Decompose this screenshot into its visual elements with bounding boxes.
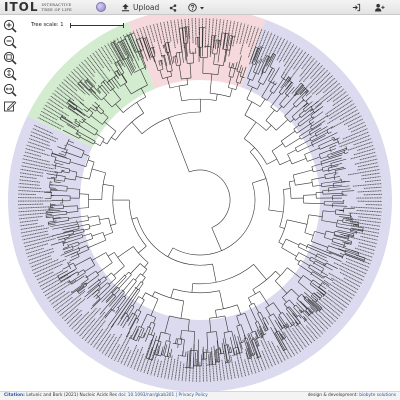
rotate-icon: [3, 67, 17, 81]
tree-scale-label: Tree scale: 1: [31, 22, 64, 28]
clade-range-pink[interactable]: [128, 7, 266, 89]
add-user-icon: [375, 3, 385, 12]
logo-text: ITOL: [4, 0, 39, 14]
edit-icon: [4, 100, 17, 112]
edit-mode-button[interactable]: [3, 98, 17, 112]
itol-logo[interactable]: ITOL INTERACTIVE TREE OF LIFE: [4, 1, 72, 14]
credits-text: design & development: biobyte solutions: [307, 393, 396, 398]
search-button[interactable]: [3, 82, 17, 97]
logo-subtitle: INTERACTIVE TREE OF LIFE: [41, 3, 73, 12]
top-navigation-bar: ITOL INTERACTIVE TREE OF LIFE Upload: [0, 0, 400, 15]
help-icon: [188, 3, 197, 12]
login-button[interactable]: [352, 1, 361, 14]
footer-bar: Citation: Letunic and Bork (2021) Nuclei…: [0, 391, 400, 400]
zoom-out-button[interactable]: [3, 34, 17, 49]
upload-icon: [121, 3, 130, 12]
search-icon: [3, 83, 17, 97]
sign-in-icon: [352, 3, 361, 12]
help-menu-button[interactable]: [188, 1, 205, 14]
upload-button[interactable]: Upload: [121, 1, 159, 14]
caret-down-icon: [200, 6, 204, 9]
zoom-in-icon: [3, 19, 17, 33]
share-icon: [169, 3, 177, 12]
biobyte-link[interactable]: biobyte solutions: [359, 393, 396, 398]
doi-link[interactable]: doi: 10.1093/nar/gkab301: [118, 393, 175, 398]
rotate-button[interactable]: [3, 66, 17, 81]
zoom-in-button[interactable]: [3, 18, 17, 33]
upload-label: Upload: [133, 3, 160, 12]
zoom-fit-button[interactable]: [3, 50, 17, 65]
zoom-out-icon: [3, 35, 17, 49]
clade-range-lavender[interactable]: [7, 19, 392, 393]
share-button[interactable]: [169, 1, 177, 14]
register-button[interactable]: [374, 1, 385, 14]
tree-branches: [44, 26, 366, 369]
citation-text: Citation: Letunic and Bork (2021) Nuclei…: [4, 393, 208, 398]
globe-icon[interactable]: [96, 2, 106, 12]
tree-scale-bar: [70, 23, 124, 28]
clade-range-green[interactable]: [27, 21, 156, 148]
zoom-fit-icon: [3, 51, 17, 65]
privacy-policy-link[interactable]: | Privacy Policy: [175, 393, 208, 398]
